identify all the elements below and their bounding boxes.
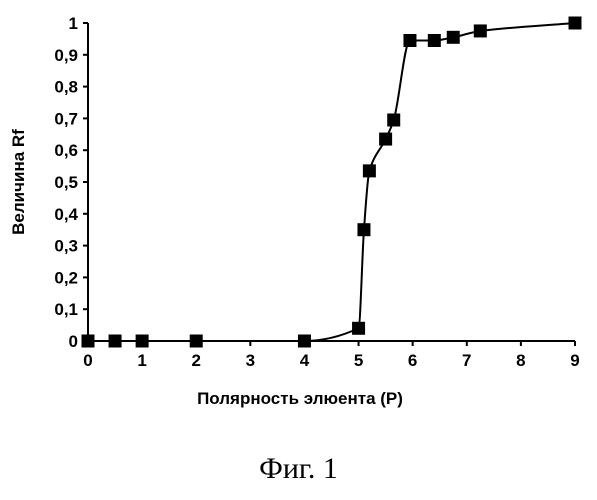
x-tick-label: 3 bbox=[246, 351, 255, 370]
x-tick-label: 8 bbox=[516, 351, 525, 370]
data-point bbox=[428, 34, 441, 47]
data-point bbox=[474, 24, 487, 37]
x-tick-label: 2 bbox=[191, 351, 200, 370]
y-tick-label: 0,6 bbox=[54, 141, 78, 160]
x-axis-title: Полярность элюента (P) bbox=[197, 389, 403, 408]
y-tick-label: 0,4 bbox=[54, 205, 78, 224]
data-point bbox=[357, 223, 370, 236]
data-point bbox=[136, 335, 149, 348]
series-line bbox=[88, 23, 575, 341]
x-tick-label: 5 bbox=[354, 351, 363, 370]
y-tick-label: 0,3 bbox=[54, 237, 78, 256]
x-tick-label: 0 bbox=[83, 351, 92, 370]
y-axis-title: Величина Rf bbox=[9, 129, 28, 235]
y-tick-label: 0 bbox=[69, 332, 78, 351]
data-point bbox=[352, 322, 365, 335]
data-point bbox=[447, 31, 460, 44]
data-points bbox=[82, 17, 582, 348]
data-point bbox=[403, 34, 416, 47]
data-point bbox=[379, 133, 392, 146]
figure-caption: Фиг. 1 bbox=[0, 452, 597, 486]
data-point bbox=[190, 335, 203, 348]
y-tick-label: 0,7 bbox=[54, 109, 78, 128]
x-tick-label: 9 bbox=[570, 351, 579, 370]
x-tick-label: 1 bbox=[137, 351, 146, 370]
y-tick-label: 0,8 bbox=[54, 78, 78, 97]
data-point bbox=[298, 335, 311, 348]
y-tick-label: 0,5 bbox=[54, 173, 78, 192]
y-tick-label: 0,2 bbox=[54, 268, 78, 287]
data-point bbox=[363, 164, 376, 177]
x-tick-label: 4 bbox=[300, 351, 310, 370]
data-point bbox=[109, 335, 122, 348]
chart: 0 0,1 0,2 0,3 0,4 0,5 0,6 0,7 0,8 0,9 1 0 1 2 3 4 5 6 7 8 9… bbox=[0, 0, 597, 440]
y-tick-label: 0,1 bbox=[54, 300, 78, 319]
y-tick-label: 0,9 bbox=[54, 46, 78, 65]
data-point bbox=[387, 113, 400, 126]
x-tick-label: 6 bbox=[408, 351, 417, 370]
x-ticks: 0 1 2 3 4 5 6 7 8 9 bbox=[83, 341, 579, 370]
y-tick-label: 1 bbox=[69, 14, 78, 33]
y-ticks: 0 0,1 0,2 0,3 0,4 0,5 0,6 0,7 0,8 0,9 1 bbox=[54, 14, 88, 351]
data-point bbox=[569, 17, 582, 30]
data-point bbox=[82, 335, 95, 348]
x-tick-label: 7 bbox=[462, 351, 471, 370]
